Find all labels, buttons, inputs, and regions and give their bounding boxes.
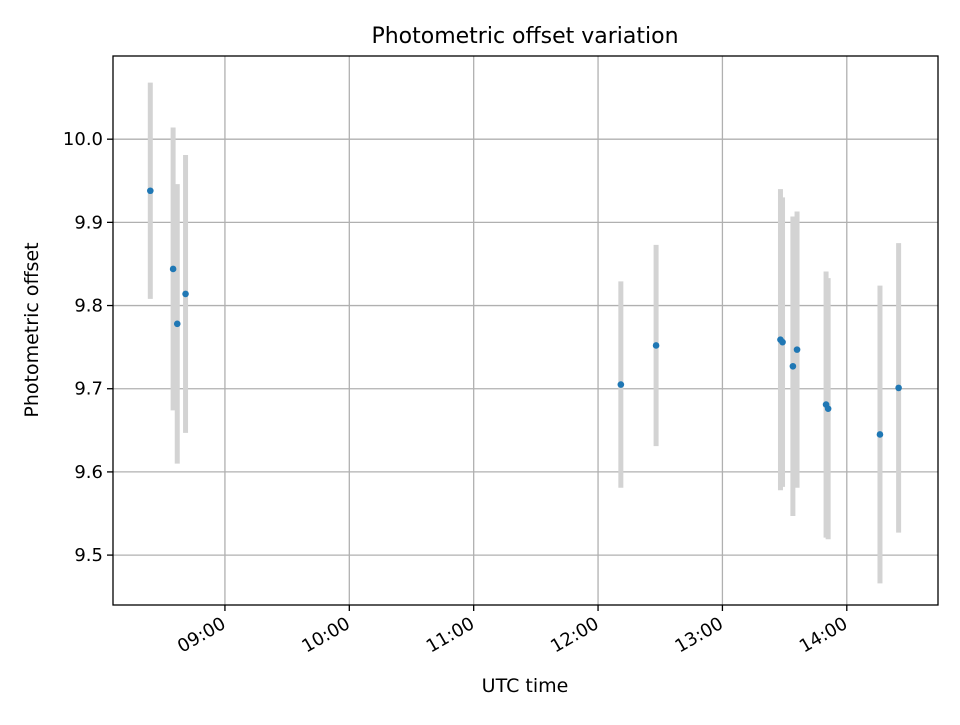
data-point bbox=[173, 320, 181, 328]
data-point bbox=[793, 346, 801, 353]
grid-lines bbox=[113, 56, 938, 605]
data-point bbox=[617, 381, 625, 388]
data-point bbox=[652, 342, 660, 349]
data-point bbox=[182, 290, 189, 298]
data-point bbox=[779, 338, 786, 346]
y-axis-ticks: 9.5 9.6 9.7 9.8 9.9 10.0 bbox=[63, 129, 113, 566]
plot-frame bbox=[112, 55, 939, 606]
data-point bbox=[824, 405, 832, 412]
y-tick-label: 10.0 bbox=[63, 129, 103, 150]
y-tick-label: 9.9 bbox=[74, 212, 103, 233]
x-tick-label: 13:00 bbox=[671, 613, 726, 657]
x-axis-ticks: 09:00 10:00 11:00 12:00 13:00 14:00 bbox=[174, 605, 851, 657]
y-axis-label: Photometric offset bbox=[21, 242, 43, 417]
data-point bbox=[895, 384, 902, 392]
data-point bbox=[147, 187, 154, 195]
data-point bbox=[789, 362, 797, 370]
x-tick-label: 09:00 bbox=[174, 613, 229, 657]
x-tick-label: 12:00 bbox=[547, 613, 602, 657]
x-tick-label: 10:00 bbox=[298, 613, 353, 657]
data-points bbox=[147, 187, 902, 438]
chart-title: Photometric offset variation bbox=[371, 24, 678, 49]
error-bars bbox=[147, 82, 902, 584]
x-tick-label: 11:00 bbox=[423, 613, 478, 657]
y-tick-label: 9.6 bbox=[74, 462, 103, 483]
data-point bbox=[169, 265, 177, 273]
x-axis-label: UTC time bbox=[482, 675, 569, 697]
y-tick-label: 9.7 bbox=[74, 379, 103, 400]
data-point bbox=[876, 431, 884, 438]
x-tick-label: 14:00 bbox=[796, 613, 851, 657]
y-tick-label: 9.5 bbox=[74, 545, 103, 566]
y-tick-label: 9.8 bbox=[74, 296, 103, 317]
